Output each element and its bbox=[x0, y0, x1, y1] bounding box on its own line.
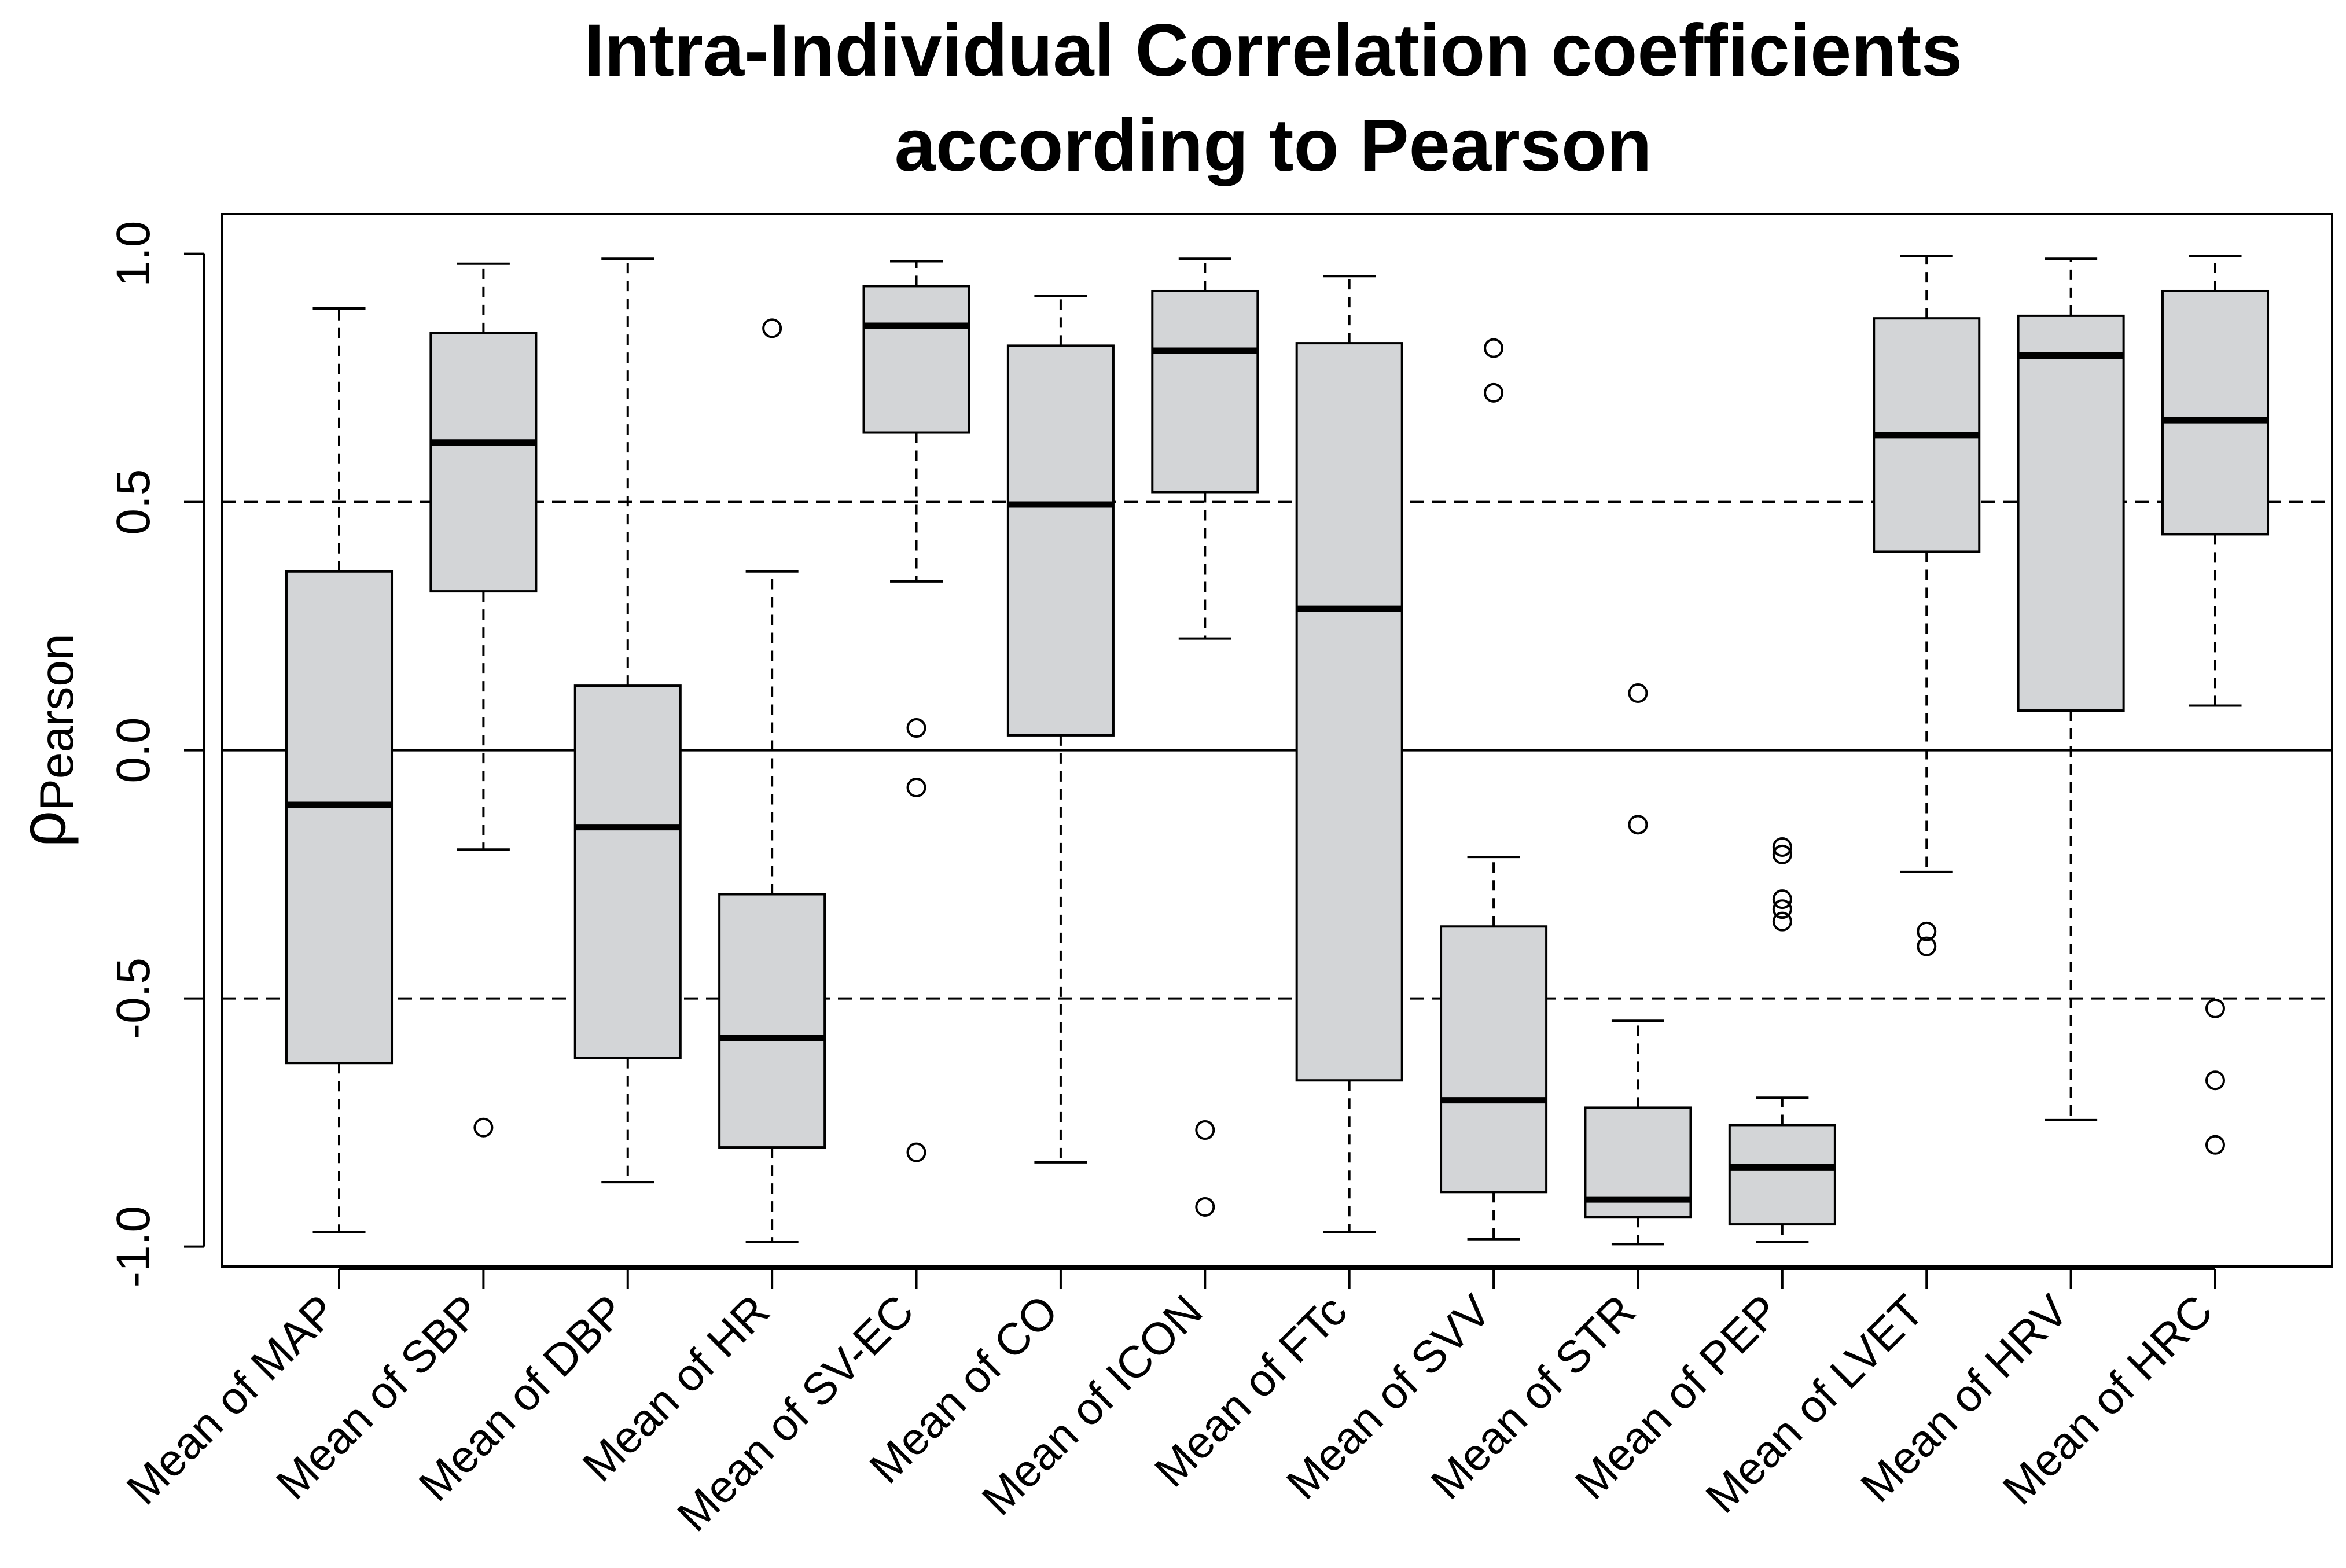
box-iqr bbox=[1440, 925, 1548, 1194]
y-tick-label: -0.5 bbox=[107, 958, 160, 1039]
box-iqr bbox=[1295, 342, 1403, 1082]
box-7 bbox=[1151, 257, 1259, 1217]
outlier-point bbox=[2205, 1135, 2225, 1155]
y-tick-label: -1.0 bbox=[107, 1206, 160, 1287]
reference-lines bbox=[222, 500, 2332, 1000]
box-9 bbox=[1440, 338, 1548, 1241]
box-iqr bbox=[862, 285, 970, 434]
outlier-point bbox=[2205, 998, 2225, 1018]
box-8 bbox=[1295, 275, 1403, 1233]
box-iqr bbox=[429, 332, 538, 593]
y-axis-label-subscript: Pearson bbox=[31, 634, 83, 810]
outlier-point bbox=[1772, 844, 1792, 864]
y-axis: 1.0 0.5 0.0 -0.5 -1.0 bbox=[107, 221, 205, 1287]
box-11 bbox=[1728, 837, 1836, 1243]
chart-title-line-1: Intra-Individual Correlation coefficient… bbox=[583, 9, 1963, 92]
box-14 bbox=[2161, 255, 2270, 1155]
box-5 bbox=[862, 260, 970, 1162]
box-iqr bbox=[573, 684, 682, 1059]
outlier-point bbox=[1917, 936, 1937, 956]
box-iqr bbox=[2017, 314, 2125, 712]
box-3 bbox=[573, 257, 682, 1184]
outlier-point bbox=[2205, 1070, 2225, 1091]
outlier-point bbox=[906, 1142, 926, 1162]
outlier-point bbox=[473, 1117, 494, 1138]
y-axis-label-symbol: ρ bbox=[6, 811, 79, 848]
outlier-point bbox=[1195, 1120, 1215, 1140]
chart-title: Intra-Individual Correlation coefficient… bbox=[0, 3, 2346, 193]
outlier-point bbox=[762, 318, 782, 338]
box-2 bbox=[429, 262, 538, 1138]
box-iqr bbox=[285, 570, 394, 1065]
outlier-point bbox=[1484, 382, 1504, 403]
y-tick-label: 1.0 bbox=[107, 221, 160, 287]
outlier-point bbox=[1628, 683, 1648, 703]
box-iqr bbox=[1151, 289, 1259, 494]
y-tick-label: 0.5 bbox=[107, 469, 160, 535]
plot-frame bbox=[221, 213, 2333, 1268]
outlier-point bbox=[906, 718, 926, 738]
box-6 bbox=[1006, 295, 1115, 1164]
box-13 bbox=[2017, 257, 2125, 1121]
outlier-point bbox=[906, 778, 926, 798]
box-iqr bbox=[1006, 344, 1115, 737]
box-iqr bbox=[1728, 1124, 1836, 1226]
y-axis-label: ρPearson bbox=[6, 634, 83, 847]
outlier-point bbox=[1195, 1197, 1215, 1217]
box-10 bbox=[1584, 683, 1692, 1246]
box-1 bbox=[285, 307, 394, 1233]
outlier-point bbox=[1772, 837, 1792, 857]
box-iqr bbox=[2161, 289, 2270, 536]
outlier-point bbox=[1772, 911, 1792, 932]
box-4 bbox=[718, 318, 826, 1243]
outlier-point bbox=[1628, 815, 1648, 835]
y-tick-label: 0.0 bbox=[107, 717, 160, 783]
outlier-point bbox=[1917, 921, 1937, 941]
outlier-point bbox=[1772, 889, 1792, 910]
box-iqr bbox=[718, 893, 826, 1149]
outlier-point bbox=[1772, 899, 1792, 919]
box-12 bbox=[1873, 255, 1981, 956]
chart-title-line-2: according to Pearson bbox=[894, 104, 1652, 187]
box-series bbox=[285, 255, 2270, 1246]
outlier-point bbox=[1484, 338, 1504, 358]
